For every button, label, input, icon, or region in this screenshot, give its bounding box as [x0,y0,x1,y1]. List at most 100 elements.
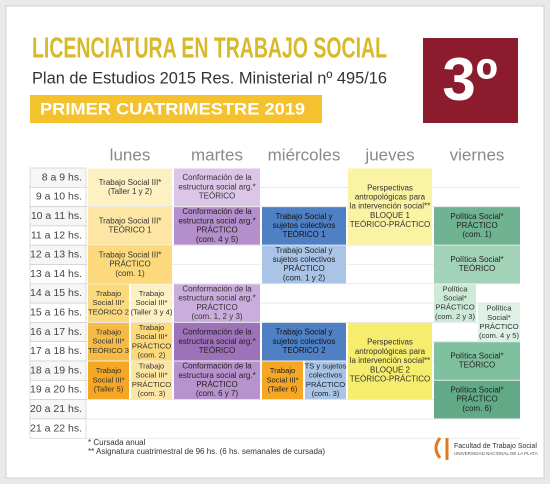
class-text: (com. 2) [138,351,166,360]
class-text: sujetos colectivos [273,337,336,346]
class-text: (com. 1, 2 y 3) [191,312,242,321]
logo-university: UNIVERSIDAD NACIONAL DE LA PLATA [454,451,538,456]
class-text: PRÁCTICO [435,303,474,312]
class-block [478,303,520,342]
time-label: 11 a 12 hs. [31,229,82,241]
time-label: 12 a 13 hs. [30,249,82,261]
class-text: (com. 1 y 2) [283,273,326,282]
term-banner [30,95,322,123]
class-text: TEÓRICO 2 [282,346,326,355]
class-text: (com. 4 y 5) [479,331,520,340]
class-text: Trabajo [96,366,121,375]
time-label: 10 a 11 hs. [31,210,82,222]
class-text: Trabajo Social y [275,212,332,221]
class-block [262,245,346,284]
class-text: antropológicas para [355,347,426,356]
class-text: estructura social arg.* [178,216,255,225]
class-text: Social III* [135,371,167,380]
class-text: Política Social* [450,352,503,361]
class-text: TS y sujetos [305,362,347,371]
class-block [174,168,260,207]
class-text: Trabajo Social III* [99,216,162,225]
time-label: 13 a 14 hs. [30,268,82,280]
class-text: (com. 3) [312,389,340,398]
year-badge-text: 3º [442,46,497,113]
class-text: Política Social* [450,212,503,221]
class-text: Social III* [92,375,124,384]
class-text: (Taller 1 y 2) [108,187,152,196]
class-text: Trabajo Social y [275,246,332,255]
class-text: (com. 2 y 3) [435,312,476,321]
term: PRIMER CUATRIMESTRE 2019 [40,99,305,118]
class-text: estructura social arg.* [178,294,255,303]
subtitle: Plan de Estudios 2015 Res. Ministerial n… [32,68,387,87]
class-block [434,245,520,284]
class-text: estructura social arg.* [178,337,255,346]
day-header: viernes [450,145,505,164]
time-label: 21 a 22 hs. [30,422,82,434]
class-text: antropológicas para [355,193,426,202]
class-block [305,361,346,400]
class-block [88,284,129,322]
class-block [434,380,520,419]
class-block [131,284,172,322]
class-text: (com. 4 y 5) [196,235,239,244]
footnote: * Cursada anual [88,438,146,447]
day-header: lunes [110,145,151,164]
class-text: TEÓRICO [199,346,235,355]
class-text: Social III* [92,337,124,346]
class-text: estructura social arg.* [178,371,255,380]
class-text: Conformación de la [182,173,252,182]
class-block [174,361,260,400]
class-text: TEÓRICO 1 [282,230,326,239]
class-text: TEÓRICO [459,264,495,273]
title: LICENCIATURA EN TRABAJO SOCIAL [32,33,387,65]
class-text: PRÁCTICO [283,264,324,273]
class-text: TEÓRICO 3 [88,346,129,355]
class-text: estructura social arg.* [178,182,255,191]
time-label: 18 a 19 hs. [30,364,82,376]
class-block [262,322,346,361]
class-block [262,361,303,400]
class-text: (com. 6) [462,404,492,413]
class-block [131,361,172,400]
class-text: Trabajo [139,362,164,371]
class-block [88,207,172,245]
class-text: BLOQUE 2 [370,365,411,374]
class-text: (com. 3) [138,389,166,398]
day-header: miércoles [268,145,341,164]
time-label: 8 a 9 hs. [42,171,82,183]
class-text: (Taller 5) [94,385,124,394]
class-block [348,168,432,245]
class-block [88,168,172,207]
class-text: Perspectivas [367,338,413,347]
class-text: Trabajo Social III* [99,250,162,259]
class-text: sujetos colectivos [273,255,336,264]
class-block [262,207,346,245]
class-text: Social III* [92,298,124,307]
class-text: Trabajo [139,289,164,298]
logo-name: Facultad de Trabajo Social [454,443,537,450]
class-text: Social III* [135,332,167,341]
class-text: Social* [443,294,467,303]
class-text: Social III* [135,298,167,307]
class-text: PRÁCTICO [196,226,237,235]
class-block [88,361,129,400]
class-text: PRÁCTICO [109,260,150,269]
class-text: colectivos [309,371,343,380]
class-text: PRÁCTICO [306,380,345,389]
class-text: TEÓRICO [199,192,235,201]
class-text: Política [443,284,469,293]
class-text: Trabajo [270,366,295,375]
class-text: PRÁCTICO [196,380,237,389]
class-text: Política Social* [450,386,503,395]
class-block [131,322,172,361]
class-text: (com. 1) [115,269,145,278]
class-text: PRÁCTICO [132,380,171,389]
year-badge [423,38,518,123]
time-cell [29,418,87,439]
class-text: PRÁCTICO [456,395,497,404]
class-block [348,322,432,400]
class-block [174,322,260,361]
